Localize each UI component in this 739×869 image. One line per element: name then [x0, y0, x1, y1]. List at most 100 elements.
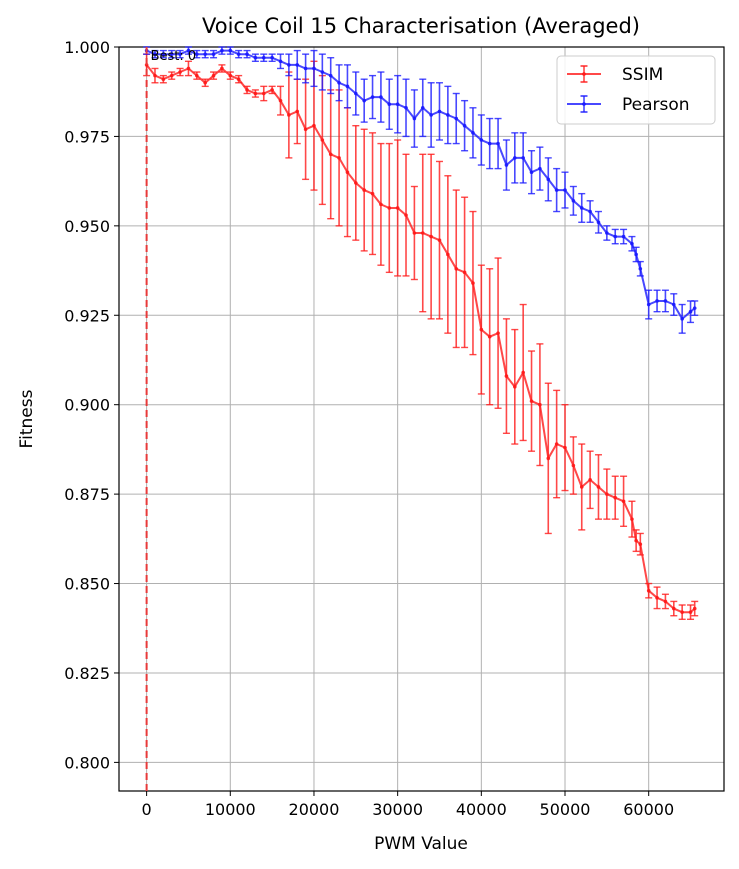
data-point [354, 92, 358, 96]
data-point [254, 92, 258, 96]
data-point [555, 442, 559, 446]
data-point [346, 85, 350, 89]
data-point [463, 124, 467, 128]
data-point [329, 153, 333, 157]
data-point [438, 110, 442, 114]
data-point [505, 374, 509, 378]
data-point [254, 56, 258, 60]
data-point [488, 142, 492, 146]
data-point [237, 77, 241, 81]
data-point [337, 81, 341, 85]
data-point [563, 188, 567, 192]
chart-title: Voice Coil 15 Characterisation (Averaged… [202, 14, 640, 38]
data-point [312, 124, 316, 128]
data-point [613, 496, 617, 500]
data-point [597, 220, 601, 224]
data-point [463, 271, 467, 275]
data-point [588, 478, 592, 482]
data-point [454, 117, 458, 121]
data-point [295, 63, 299, 67]
data-point [413, 117, 417, 121]
data-point [546, 178, 550, 182]
x-tick-label: 40000 [456, 800, 507, 819]
data-point [304, 127, 308, 131]
data-point [279, 60, 283, 64]
data-point [295, 110, 299, 114]
data-point [655, 596, 659, 600]
data-point [689, 310, 693, 314]
data-point [622, 235, 626, 239]
data-point [304, 67, 308, 71]
data-point [429, 235, 433, 239]
y-tick-label: 0.800 [64, 753, 110, 772]
data-point [505, 163, 509, 167]
x-tick-label: 10000 [205, 800, 256, 819]
x-tick-label: 50000 [540, 800, 591, 819]
data-point [354, 181, 358, 185]
data-point [634, 253, 638, 257]
data-point [471, 131, 475, 135]
data-point [379, 203, 383, 207]
data-point [530, 170, 534, 174]
data-point [580, 206, 584, 210]
data-point [220, 49, 224, 53]
legend-label: Pearson [622, 95, 690, 115]
data-point [630, 517, 634, 521]
data-point [605, 492, 609, 496]
data-point [404, 213, 408, 217]
data-point [413, 231, 417, 235]
x-tick-label: 20000 [289, 800, 340, 819]
data-point [538, 167, 542, 171]
data-point [279, 99, 283, 103]
data-point [187, 67, 191, 71]
data-point [634, 539, 638, 543]
data-point [446, 113, 450, 117]
data-point [203, 81, 207, 85]
data-point [396, 206, 400, 210]
x-tick-label: 0 [142, 800, 152, 819]
data-point [521, 156, 525, 160]
data-point [371, 192, 375, 196]
data-point [597, 485, 601, 489]
y-tick-label: 0.950 [64, 217, 110, 236]
data-point [572, 464, 576, 468]
data-point [220, 67, 224, 71]
data-point [362, 188, 366, 192]
data-point [287, 113, 291, 117]
data-point [664, 299, 668, 303]
data-point [321, 138, 325, 142]
data-point [664, 600, 668, 604]
data-point [195, 74, 199, 78]
data-point [379, 95, 383, 99]
data-point [329, 74, 333, 78]
data-point [655, 299, 659, 303]
data-point [346, 170, 350, 174]
data-point [270, 56, 274, 60]
data-point [639, 267, 643, 271]
data-point [672, 303, 676, 307]
data-point [245, 88, 249, 92]
data-point [555, 188, 559, 192]
data-point [170, 74, 174, 78]
data-point [689, 610, 693, 614]
data-point [572, 199, 576, 203]
data-point [480, 328, 484, 332]
data-point [429, 113, 433, 117]
data-point [438, 238, 442, 242]
data-point [371, 95, 375, 99]
data-point [212, 52, 216, 56]
data-point [337, 156, 341, 160]
data-point [680, 317, 684, 321]
y-tick-label: 0.975 [64, 127, 110, 146]
data-point [421, 231, 425, 235]
data-point [580, 485, 584, 489]
data-point [639, 542, 643, 546]
data-point [203, 52, 207, 56]
data-point [178, 70, 182, 74]
legend-swatch-point [582, 102, 586, 106]
data-point [488, 335, 492, 339]
data-point [680, 610, 684, 614]
data-point [270, 88, 274, 92]
